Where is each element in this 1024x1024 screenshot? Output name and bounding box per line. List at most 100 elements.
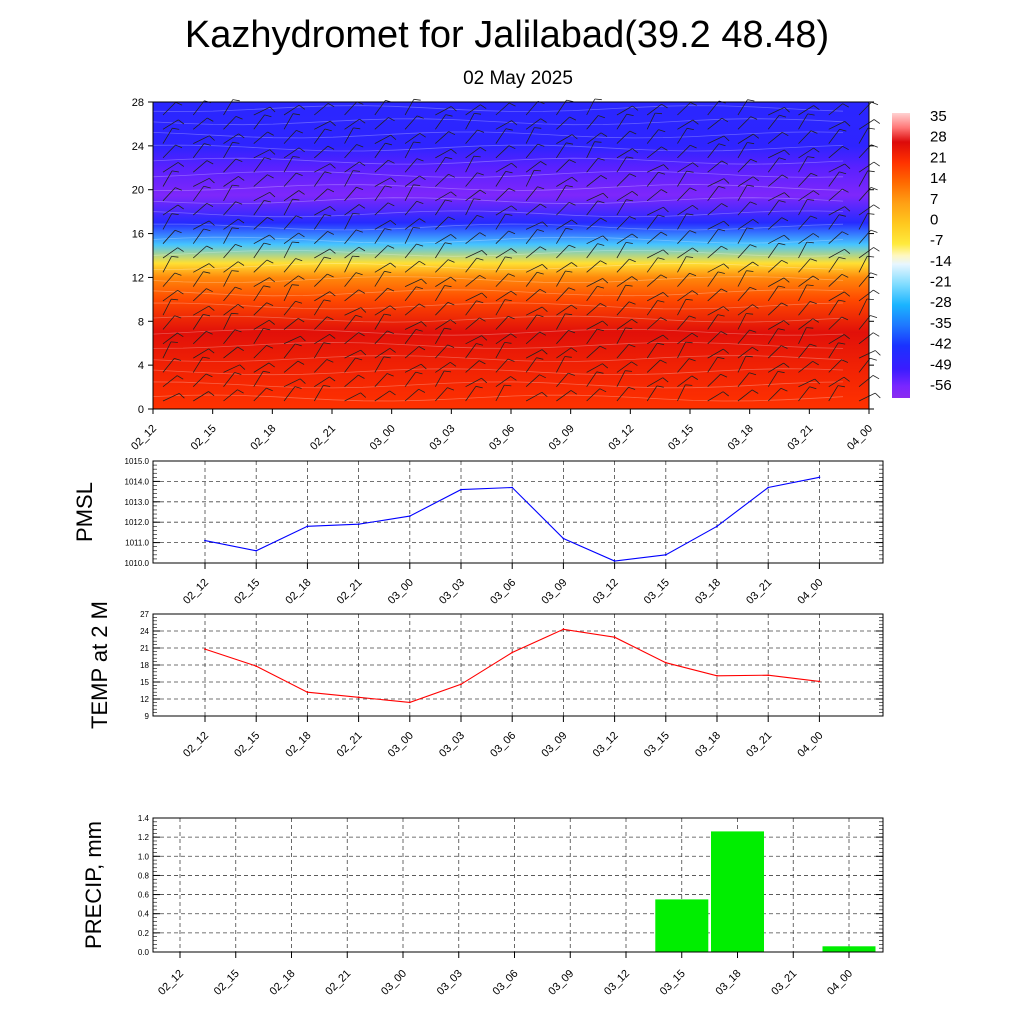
wind-barb-flag — [541, 349, 548, 355]
wind-barb — [798, 343, 811, 359]
wind-barb — [586, 371, 598, 387]
wind-barb-flag — [750, 158, 758, 163]
wind-barb-flag — [358, 332, 365, 337]
wind-barb-flag — [752, 176, 759, 182]
wind-barb-flag — [537, 143, 545, 147]
wind-barb — [677, 290, 693, 302]
wind-barb — [737, 218, 754, 230]
wind-barb-flag — [841, 273, 849, 278]
wind-barb — [253, 362, 270, 373]
wind-barb-flag — [806, 241, 814, 244]
wind-barb-flag — [291, 284, 299, 286]
wind-barb-flag — [599, 388, 607, 393]
wind-barb — [586, 320, 603, 330]
wind-barb-flag — [390, 177, 397, 183]
wind-barb-flag — [505, 256, 513, 259]
wind-barb-flag — [570, 390, 578, 395]
wind-barb — [192, 245, 207, 259]
wind-barb-flag — [844, 291, 851, 297]
wind-barb — [465, 198, 474, 216]
panel-y-tick-label: 1013.0 — [125, 498, 150, 507]
wind-barb-flag — [511, 205, 518, 211]
wind-barb — [646, 172, 659, 187]
panel-y-tick-label: 12 — [140, 695, 149, 704]
wind-barb-flag — [298, 232, 305, 238]
wind-barb — [798, 215, 811, 230]
wind-barb-flag — [692, 204, 699, 210]
wind-barb — [586, 235, 603, 245]
panel-x-tick-label: 04_00 — [825, 968, 855, 998]
isotherm-contour — [152, 170, 844, 178]
wind-barb — [495, 120, 512, 130]
wind-barb — [828, 316, 842, 330]
wind-barb-flag — [745, 355, 753, 358]
wind-barb-flag — [390, 220, 397, 226]
wind-barb — [798, 258, 811, 273]
wind-barb — [647, 164, 664, 173]
wind-barb — [767, 157, 780, 173]
wind-barb — [616, 113, 628, 130]
wind-barb-flag — [172, 127, 180, 130]
wind-barb — [616, 370, 626, 387]
wind-barb-flag — [419, 218, 426, 223]
wind-barb-flag — [625, 242, 633, 244]
colorbar-tick-label: -56 — [930, 377, 952, 394]
wind-barb — [253, 259, 268, 273]
wind-barb — [556, 304, 572, 316]
wind-barb — [495, 376, 511, 388]
wind-barb-flag — [662, 334, 669, 340]
wind-barb — [404, 371, 417, 387]
heatmap-x-tick-label: 02_15 — [189, 423, 219, 453]
wind-barb — [798, 233, 814, 245]
heatmap-x-tick-label: 03_15 — [666, 423, 696, 453]
panel-x-tick-label: 02_12 — [156, 968, 186, 998]
wind-barb-flag — [389, 347, 396, 353]
wind-barb — [737, 389, 753, 402]
wind-barb — [737, 201, 751, 216]
wind-barb-flag — [685, 341, 693, 344]
wind-barb-flag — [504, 384, 512, 387]
panel-y-tick-label: 1014.0 — [125, 477, 150, 486]
wind-barb-flag — [202, 356, 210, 359]
wind-barb-flag — [475, 385, 483, 389]
wind-barb — [162, 144, 176, 159]
wind-barb-flag — [203, 185, 211, 189]
wind-barb-flag — [597, 200, 605, 204]
wind-barb-flag — [327, 188, 335, 193]
wind-barb — [465, 343, 477, 359]
wind-barb — [646, 300, 658, 316]
panel-y-tick-label: 0.4 — [138, 910, 150, 919]
wind-barb-flag — [565, 227, 573, 230]
wind-barb — [465, 129, 478, 144]
wind-barb — [253, 114, 265, 130]
wind-barb-flag — [171, 298, 179, 301]
wind-barb — [344, 392, 361, 402]
wind-barb-flag — [479, 274, 486, 280]
page-title: Kazhydromet for Jalilabad(39.2 48.48) — [185, 14, 829, 56]
wind-barb-flag — [299, 378, 306, 384]
temp-2m-point — [664, 661, 667, 664]
wind-barb-flag — [510, 333, 517, 339]
wind-barb-flag — [536, 314, 544, 318]
wind-barb-flag — [171, 170, 179, 173]
temp-2m-point — [204, 648, 206, 650]
wind-barb — [313, 299, 325, 316]
wind-barb — [344, 374, 359, 388]
wind-barb — [768, 234, 785, 245]
wind-barb — [162, 162, 179, 173]
wind-barb-flag — [205, 373, 213, 378]
wind-barb-flag — [629, 258, 636, 263]
wind-barb-flag — [685, 384, 693, 386]
wind-barb-flag — [481, 292, 488, 299]
wind-barb-flag — [870, 229, 878, 233]
wind-barb-flag — [387, 330, 394, 334]
wind-barb-flag — [477, 172, 484, 176]
wind-barb — [677, 299, 687, 316]
wind-barb — [586, 243, 598, 259]
wind-barb — [616, 327, 626, 344]
wind-barb-flag — [752, 304, 759, 309]
heatmap-y-tick-label: 4 — [138, 360, 144, 372]
wind-barb — [404, 363, 422, 373]
wind-barb — [192, 288, 207, 302]
panel-y-tick-label: 1.4 — [138, 814, 150, 823]
